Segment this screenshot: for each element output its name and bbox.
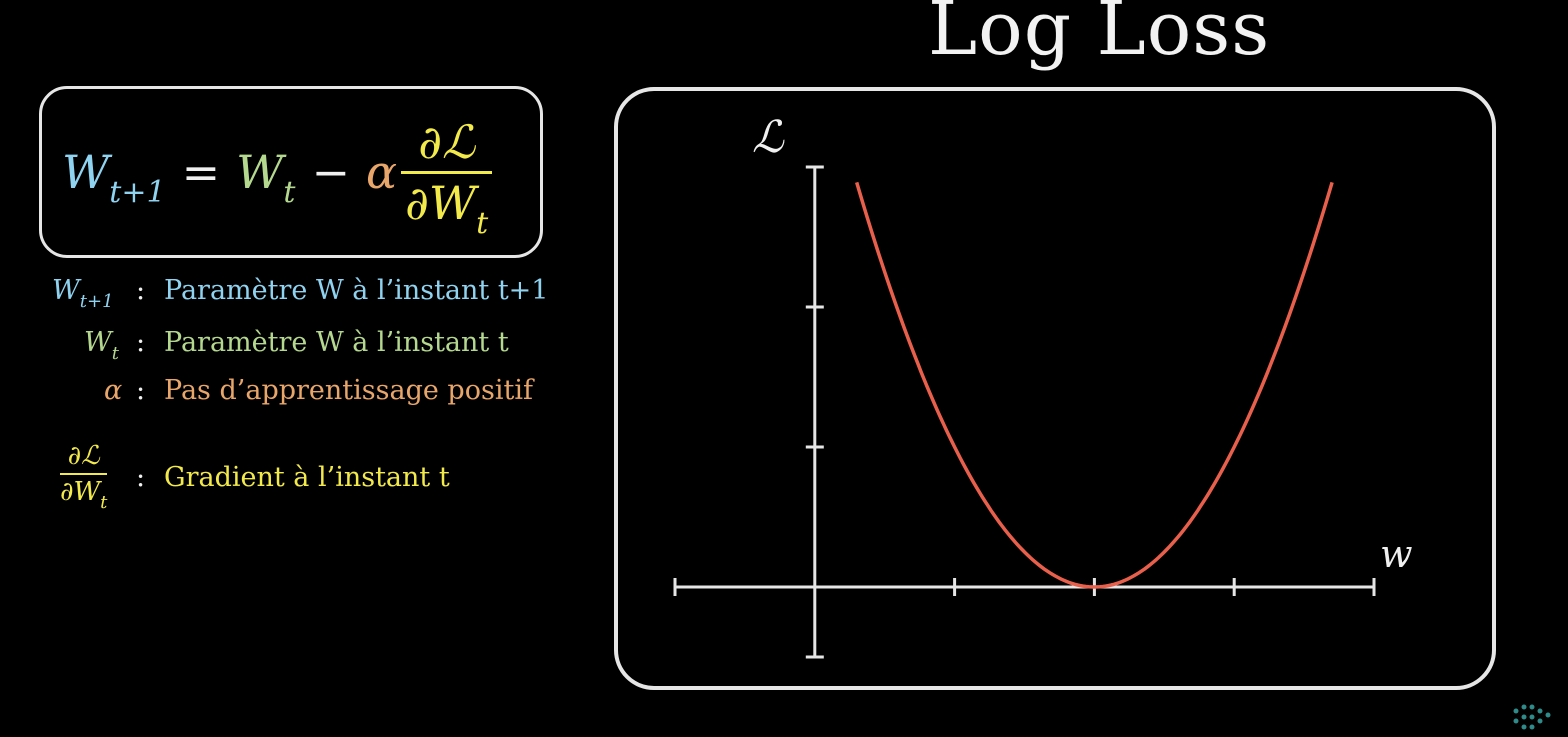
legend-description: Gradient à l’instant t xyxy=(164,462,450,493)
legend-colon: : xyxy=(136,374,146,406)
legend-symbol: Wt+1 xyxy=(52,274,114,312)
legend-symbol: Wt xyxy=(84,326,119,364)
fraction-bar xyxy=(401,170,493,174)
legend-description: Pas d’apprentissage positif xyxy=(164,374,533,406)
formula-minus: − xyxy=(311,145,350,199)
legend-symbol: α xyxy=(104,374,123,406)
formula-alpha: α xyxy=(366,145,398,199)
legend-symbol: ∂ℒ ∂Wt xyxy=(60,441,108,513)
update-rule-formula: Wt+1 = Wt − α ∂ℒ ∂Wt xyxy=(62,89,493,255)
formula-w-next: Wt+1 xyxy=(62,145,166,210)
gradient-denominator: ∂Wt xyxy=(405,175,489,241)
channel-logo-icon xyxy=(1513,704,1551,730)
formula-w-current: Wt xyxy=(236,145,296,210)
plot-axes xyxy=(673,165,1376,659)
update-rule-box: Wt+1 = Wt − α ∂ℒ ∂Wt xyxy=(39,86,543,258)
legend-colon: : xyxy=(136,326,146,358)
legend-description: Paramètre W à l’instant t xyxy=(164,326,509,358)
legend-colon: : xyxy=(136,462,146,493)
legend-colon: : xyxy=(136,274,146,306)
gradient-numerator: ∂ℒ xyxy=(418,114,476,169)
legend-description: Paramètre W à l’instant t+1 xyxy=(164,274,549,306)
y-axis-label: ℒ xyxy=(752,112,785,163)
formula-equals: = xyxy=(181,145,221,199)
formula-gradient: ∂ℒ ∂Wt xyxy=(401,114,493,241)
x-axis-label: w xyxy=(1380,532,1413,576)
loss-plot-frame xyxy=(614,87,1496,690)
page-title: Log Loss xyxy=(928,0,1271,72)
loss-curve xyxy=(855,181,1334,589)
